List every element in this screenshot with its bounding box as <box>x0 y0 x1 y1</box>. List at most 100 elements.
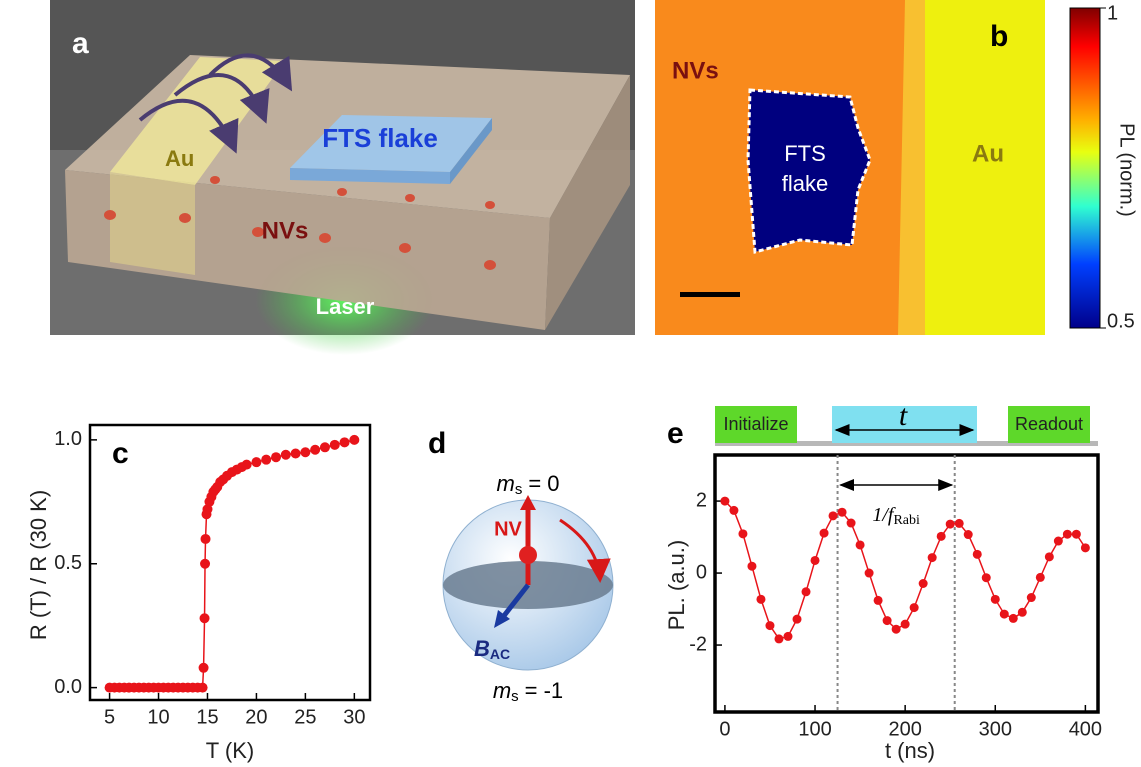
data-point <box>847 519 856 528</box>
plot-frame <box>90 425 370 700</box>
data-point <box>310 445 320 455</box>
value: = -1 <box>525 678 564 703</box>
y-tick-label: 0.0 <box>54 676 82 698</box>
x-tick-label: 15 <box>196 706 218 728</box>
data-point <box>955 519 964 528</box>
data-point <box>973 550 982 559</box>
data-point <box>1009 614 1018 623</box>
data-point <box>937 532 946 541</box>
data-point <box>340 437 350 447</box>
annotation-main: 1/f <box>872 504 896 526</box>
data-point <box>271 452 281 462</box>
spin <box>104 210 116 220</box>
data-point <box>964 530 973 539</box>
data-point <box>201 534 211 544</box>
data-point <box>946 520 955 529</box>
data-point <box>756 595 765 604</box>
panel-label: e <box>667 417 684 450</box>
data-point <box>251 457 261 467</box>
x-axis-label: t (ns) <box>885 738 935 763</box>
data-point <box>198 683 208 693</box>
panel-a: a Au FTS flake NVs Laser <box>50 0 635 355</box>
data-point <box>774 634 783 643</box>
data-point <box>720 497 729 506</box>
wait-label: t <box>899 399 908 432</box>
gold-strip <box>110 172 195 275</box>
x-tick-label: 25 <box>294 706 316 728</box>
colorbar-tick-label: 0.5 <box>1107 310 1135 332</box>
data-point <box>200 613 210 623</box>
gold-label: Au <box>165 146 194 171</box>
subscript: s <box>515 481 523 498</box>
y-axis-label: R (T) / R (30 K) <box>26 490 51 640</box>
data-point <box>1081 543 1090 552</box>
readout-label: Readout <box>1015 414 1083 434</box>
data-point <box>200 559 210 569</box>
panel-label: a <box>72 27 89 60</box>
y-tick-label: 2 <box>696 489 707 511</box>
data-point <box>738 529 747 538</box>
data-point <box>991 595 1000 604</box>
x-tick-label: 0 <box>719 718 730 740</box>
y-tick-label: -2 <box>689 633 707 655</box>
panel-label: d <box>428 427 446 460</box>
x-tick-label: 10 <box>147 706 169 728</box>
figure: a Au FTS flake NVs Laser NVs FTS flake A… <box>0 0 1141 767</box>
colorbar-label: PL (norm.) <box>1116 123 1138 217</box>
nv-spin <box>519 546 537 564</box>
data-point <box>1027 593 1036 602</box>
colorbar <box>1070 8 1100 328</box>
x-axis-label: T (K) <box>206 738 254 763</box>
data-point <box>765 621 774 630</box>
data-point <box>1063 530 1072 539</box>
data-point <box>865 569 874 578</box>
spin <box>210 176 220 184</box>
data-point <box>802 587 811 596</box>
spin <box>319 233 331 243</box>
x-tick-label: 20 <box>245 706 267 728</box>
state-label: ms= 0 <box>496 471 559 498</box>
x-tick-label: 300 <box>979 718 1012 740</box>
data-point <box>320 442 330 452</box>
nv-label: NVs <box>672 57 719 84</box>
laser-label: Laser <box>316 294 375 319</box>
data-point <box>874 596 883 605</box>
value: = 0 <box>528 471 559 496</box>
gold-region <box>925 0 1045 335</box>
data-point <box>910 603 919 612</box>
data-point <box>793 615 802 624</box>
x-tick-label: 400 <box>1069 718 1102 740</box>
subscript: AC <box>490 646 510 662</box>
data-point <box>242 460 252 470</box>
panel-label: c <box>112 437 129 470</box>
data-point <box>300 447 310 457</box>
spin <box>399 243 411 253</box>
symbol: m <box>493 678 511 703</box>
data-point <box>1054 537 1063 546</box>
symbol: B <box>474 636 490 661</box>
y-tick-label: 0.5 <box>54 552 82 574</box>
flake-label: FTS <box>784 141 826 166</box>
data-point <box>1072 530 1081 539</box>
data-point <box>919 579 928 588</box>
timing: Initialize t Readout <box>715 399 1098 446</box>
spin <box>484 260 496 270</box>
data-point <box>901 620 910 629</box>
spin <box>337 188 347 196</box>
nv-label: NV <box>494 518 522 540</box>
x-tick-label: 100 <box>798 718 831 740</box>
data-point <box>928 553 937 562</box>
y-axis-label: PL. (a.u.) <box>664 540 689 630</box>
x-tick-label: 5 <box>104 706 115 728</box>
panel-d: d ms= 0 NV BAC ms= -1 <box>428 427 613 705</box>
scale-bar <box>680 292 740 297</box>
data-point <box>330 440 340 450</box>
spin <box>485 201 495 209</box>
data-point <box>1045 552 1054 561</box>
x-tick-label: 30 <box>343 706 365 728</box>
panel-label: b <box>990 20 1008 53</box>
spin <box>405 194 415 202</box>
annotation-sub: Rabi <box>893 513 920 528</box>
data-point <box>811 556 820 565</box>
data-point <box>883 616 892 625</box>
